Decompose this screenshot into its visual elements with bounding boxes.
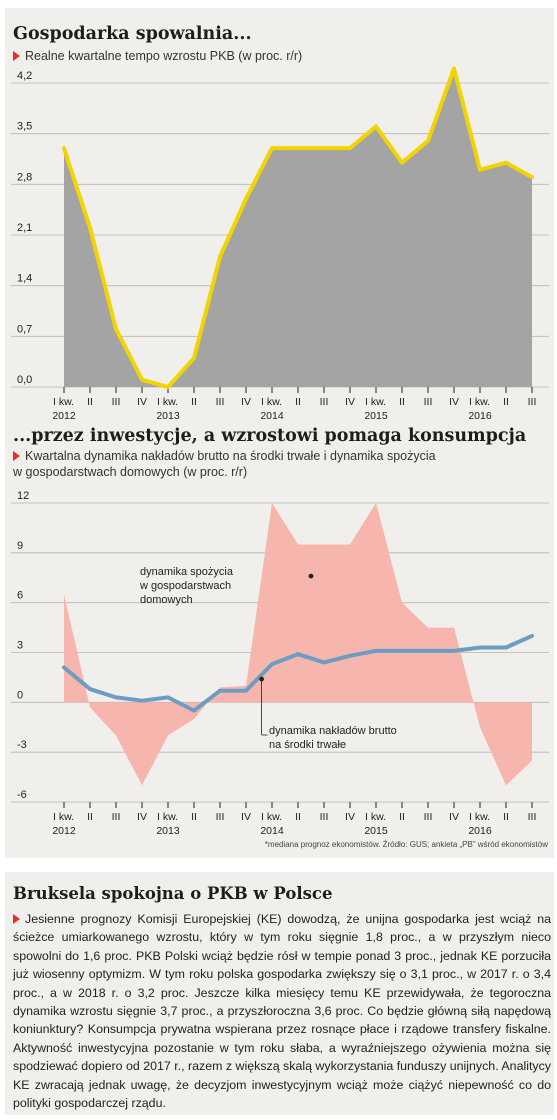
chart2-subtitle-line1: Kwartalna dynamika nakładów brutto na śr… — [25, 449, 436, 463]
x-tick-label: I kw. — [261, 396, 282, 408]
area-series-0 — [64, 503, 532, 786]
y-tick-label: 0,0 — [17, 374, 32, 386]
annotation-label-line: na środki trwałe — [269, 739, 346, 751]
year-label: 2015 — [364, 825, 388, 837]
gdp-growth-svg: 4,23,52,82,11,40,70,0I kw. II III IV I kw. II… — [11, 66, 549, 422]
chart1-subtitle: Realne kwartalne tempo wzrostu PKB (w pr… — [13, 48, 302, 64]
gdp-growth-chart: 4,2 3,5 2,8 2,1 1,4 0,7 0,0 I kw. II III IV I kw. II… — [5, 64, 554, 424]
x-tick-label: IV — [449, 811, 459, 823]
x-tick-label: II — [295, 811, 301, 823]
year-label: 2016 — [468, 825, 492, 837]
triangle-bullet-icon — [13, 451, 20, 461]
x-tick-label: I kw. — [365, 811, 386, 823]
chart2-subtitle: Kwartalna dynamika nakładów brutto na śr… — [13, 448, 436, 480]
y-tick-label: 0 — [17, 689, 23, 701]
line-series-1 — [62, 633, 534, 713]
x-tick-label: II — [399, 396, 405, 408]
annotation-label-line: domowych — [140, 594, 193, 606]
x-tick-label: III — [424, 811, 433, 823]
chart1-subtitle-text: Realne kwartalne tempo wzrostu PKB (w pr… — [25, 49, 303, 63]
x-tick-label: IV — [449, 396, 459, 408]
triangle-bullet-icon — [13, 914, 20, 924]
x-tick-label: III — [528, 811, 537, 823]
year-label: 2014 — [260, 825, 284, 837]
x-tick-label: III — [216, 396, 225, 408]
area-series-0 — [64, 68, 532, 388]
chart1-title: Gospodarka spowalnia... — [13, 24, 252, 44]
y-tick-label: 6 — [17, 590, 23, 602]
y-tick-label: 3 — [17, 640, 23, 652]
year-label: 2016 — [468, 410, 492, 422]
source-note: *mediana prognoz ekonomistów. Źródło: GU… — [264, 840, 548, 849]
annotation-dot — [259, 676, 264, 682]
y-tick-label: 3,5 — [17, 121, 32, 133]
charts-panel: Gospodarka spowalnia... Realne kwartalne… — [5, 8, 554, 858]
x-tick-label: IV — [241, 811, 251, 823]
y-tick-label: 9 — [17, 540, 23, 552]
y-tick-label: 2,1 — [17, 222, 32, 234]
x-tick-label: III — [424, 396, 433, 408]
year-label: 2015 — [364, 410, 388, 422]
x-tick-label: II — [399, 811, 405, 823]
article-title: Bruksela spokojna o PKB w Polsce — [13, 884, 333, 903]
article-body: Jesienne prognozy Komisji Europejskiej (… — [13, 910, 551, 1112]
x-tick-label: I kw. — [365, 396, 386, 408]
x-tick-label: I kw. — [261, 811, 282, 823]
y-tick-label: 0,7 — [17, 323, 32, 335]
x-tick-label: III — [528, 396, 537, 408]
x-tick-label: I kw. — [469, 396, 490, 408]
x-tick-label: II — [295, 396, 301, 408]
annotation-dot — [308, 573, 314, 579]
investment-consumption-chart: 12 9 6 3 0 -3 -6 I kw. II III IV I kw. II III IV I kw. I… — [5, 480, 554, 840]
x-tick-label: II — [191, 396, 197, 408]
x-tick-label: I kw. — [157, 396, 178, 408]
x-tick-label: IV — [345, 811, 355, 823]
annotation-label-line: dynamika spożycia — [140, 566, 234, 578]
y-tick-label: 4,2 — [17, 70, 32, 82]
x-tick-label: II — [503, 811, 509, 823]
chart2-subtitle-line2: w gospodarstwach domowych (w proc. r/r) — [13, 465, 248, 479]
x-tick-label: III — [216, 811, 225, 823]
x-tick-label: IV — [345, 396, 355, 408]
article-text: Jesienne prognozy Komisji Europejskiej (… — [13, 912, 551, 1111]
y-tick-label: 2,8 — [17, 171, 32, 183]
x-tick-label: I kw. — [53, 396, 74, 408]
x-tick-label: II — [87, 396, 93, 408]
x-tick-label: I kw. — [469, 811, 490, 823]
x-tick-label: IV — [137, 811, 147, 823]
x-tick-label: III — [320, 811, 329, 823]
line-series-0 — [62, 66, 534, 389]
triangle-bullet-icon — [13, 51, 20, 61]
x-tick-label: II — [191, 811, 197, 823]
x-tick-label: IV — [137, 396, 147, 408]
year-label: 2012 — [52, 410, 76, 422]
year-label: 2013 — [156, 410, 180, 422]
x-tick-label: III — [112, 396, 121, 408]
x-tick-label: II — [503, 396, 509, 408]
y-tick-label: 1,4 — [17, 273, 32, 285]
annotation-label-line: w gospodarstwach — [139, 580, 231, 592]
x-tick-label: I kw. — [157, 811, 178, 823]
x-tick-label: III — [320, 396, 329, 408]
year-label: 2014 — [260, 410, 284, 422]
y-tick-label: -3 — [17, 739, 27, 751]
y-tick-label: -6 — [17, 789, 27, 801]
x-tick-label: IV — [241, 396, 251, 408]
x-tick-label: III — [112, 811, 121, 823]
x-tick-label: I kw. — [53, 811, 74, 823]
annotation-label-line: dynamika nakładów brutto — [269, 725, 397, 737]
year-label: 2012 — [52, 825, 76, 837]
x-tick-label: II — [87, 811, 93, 823]
article-panel: Bruksela spokojna o PKB w Polsce Jesienn… — [5, 872, 554, 1115]
year-label: 2013 — [156, 825, 180, 837]
y-tick-label: 12 — [17, 490, 29, 502]
chart2-title: ...przez inwestycje, a wzrostowi pomaga … — [13, 426, 527, 446]
